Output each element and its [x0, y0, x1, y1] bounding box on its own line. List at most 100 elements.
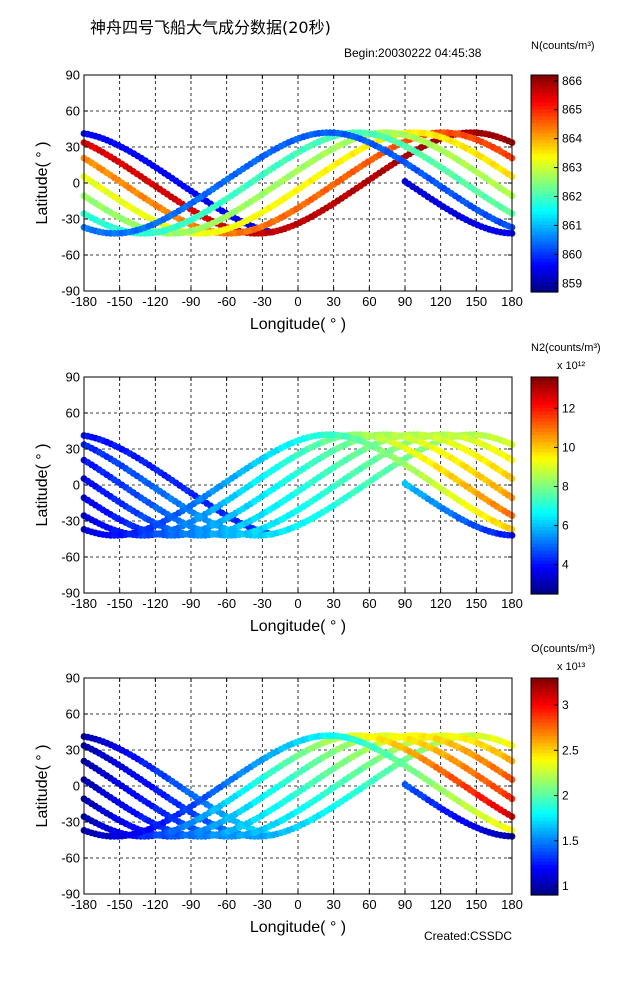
x-tick-label: -120	[142, 596, 168, 611]
colorbar-swatch	[531, 573, 558, 578]
colorbar-swatch	[531, 522, 558, 527]
colorbar-swatch	[531, 553, 558, 558]
colorbar-swatch	[531, 874, 558, 879]
colorbar-swatch	[531, 810, 558, 815]
colorbar-swatch	[531, 244, 558, 249]
colorbar-swatch	[531, 526, 558, 531]
x-tick-label: -90	[182, 897, 201, 912]
x-tick-label: 180	[501, 596, 523, 611]
colorbar-swatch	[531, 878, 558, 883]
chart-panel-n: -180 -150 -120 -90 -60 -30 0 30 60 90 120 150 180 -90…	[34, 40, 595, 333]
colorbar-swatch	[531, 278, 558, 283]
colorbar-swatch	[531, 112, 558, 117]
colorbar-swatch	[531, 837, 558, 842]
x-tick-label: 60	[362, 596, 376, 611]
colorbar-tick-label: 1.5	[562, 834, 579, 848]
x-tick-label: 180	[501, 897, 523, 912]
colorbar-swatch	[531, 857, 558, 862]
colorbar-tick-label: 862	[562, 190, 582, 204]
y-tick-label: 30	[66, 442, 80, 457]
x-tick-label: -150	[107, 897, 133, 912]
colorbar-swatch	[531, 247, 558, 252]
colorbar-swatch	[531, 742, 558, 747]
colorbar-swatch	[531, 776, 558, 781]
y-tick-label: 60	[66, 707, 80, 722]
x-tick-label: 150	[465, 897, 487, 912]
x-axis-label: Longitude( ° )	[250, 618, 346, 635]
colorbar-swatch	[531, 186, 558, 191]
colorbar-tick-label: 863	[562, 161, 582, 175]
y-tick-label: -30	[61, 514, 80, 529]
colorbar-swatch	[531, 577, 558, 582]
y-tick-label: -90	[61, 586, 80, 601]
colorbar-swatch	[531, 454, 558, 459]
colorbar-swatch	[531, 224, 558, 229]
colorbar-swatch	[531, 424, 558, 429]
colorbar-swatch	[531, 800, 558, 805]
x-tick-label: 0	[294, 596, 301, 611]
colorbar-swatch	[531, 891, 558, 896]
colorbar-swatch	[531, 149, 558, 154]
x-tick-label: -30	[253, 596, 272, 611]
colorbar-swatch	[531, 230, 558, 235]
x-tick-label: 120	[430, 596, 452, 611]
colorbar-swatch	[531, 871, 558, 876]
colorbar-swatch	[531, 580, 558, 585]
colorbar-swatch	[531, 705, 558, 710]
colorbar-swatch	[531, 288, 558, 293]
colorbar-swatch	[531, 803, 558, 808]
y-axis-label: Latitude( ° )	[34, 444, 51, 527]
colorbar-swatch	[531, 146, 558, 151]
colorbar-swatch	[531, 833, 558, 838]
colorbar-swatch	[531, 786, 558, 791]
colorbar-swatch	[531, 173, 558, 178]
colorbar-tick-label: 8	[562, 479, 569, 493]
y-tick-label: 90	[66, 68, 80, 83]
colorbar-swatch	[531, 888, 558, 893]
colorbar-swatch	[531, 190, 558, 195]
colorbar-swatch	[531, 271, 558, 276]
chart-panel-n2: -180 -150 -120 -90 -60 -30 0 30 60 90 120 150 180-90…	[34, 342, 601, 635]
colorbar-swatch	[531, 441, 558, 446]
colorbar-tick-label: 1	[562, 879, 569, 893]
colorbar-swatch	[531, 715, 558, 720]
colorbar-tick-label: 2.5	[562, 743, 579, 757]
colorbar-swatch	[531, 281, 558, 286]
colorbar-swatch	[531, 769, 558, 774]
colorbar-swatch	[531, 546, 558, 551]
colorbar-swatch	[531, 488, 558, 493]
colorbar-swatch	[531, 844, 558, 849]
colorbar-swatch	[531, 817, 558, 822]
colorbar-swatch	[531, 465, 558, 470]
x-tick-label: -30	[253, 897, 272, 912]
x-tick-label: 150	[465, 294, 487, 309]
colorbar-swatch	[531, 404, 558, 409]
colorbar-swatch	[531, 739, 558, 744]
colorbar-swatch	[531, 482, 558, 487]
colorbar-swatch	[531, 434, 558, 439]
colorbar-swatch	[531, 159, 558, 164]
x-tick-label: 90	[398, 897, 412, 912]
colorbar-swatch	[531, 85, 558, 90]
x-tick-label: 60	[362, 294, 376, 309]
colorbar	[531, 678, 558, 896]
colorbar-swatch	[531, 88, 558, 93]
colorbar-swatch	[531, 509, 558, 514]
y-tick-label: -90	[61, 887, 80, 902]
colorbar-swatch	[531, 867, 558, 872]
colorbar-swatch	[531, 268, 558, 273]
data-points	[80, 129, 516, 237]
colorbar-frame	[530, 74, 559, 293]
colorbar	[531, 75, 558, 293]
colorbar-tick-label: 3	[562, 698, 569, 712]
colorbar-swatch	[531, 840, 558, 845]
colorbar-swatch	[531, 461, 558, 466]
colorbar-swatch	[531, 166, 558, 171]
colorbar-label: O(counts/m³)	[531, 643, 595, 655]
x-tick-label: 150	[465, 596, 487, 611]
colorbar-swatch	[531, 563, 558, 568]
colorbar-swatch	[531, 220, 558, 225]
colorbar-swatch	[531, 813, 558, 818]
y-tick-label: -90	[61, 284, 80, 299]
colorbar-swatch	[531, 78, 558, 83]
